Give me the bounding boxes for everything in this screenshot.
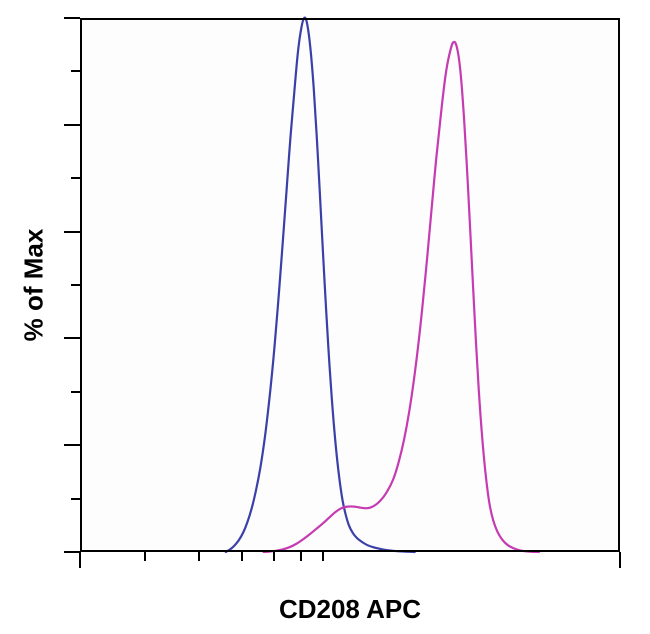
y-tick-major [64, 231, 80, 233]
y-tick-minor [71, 177, 80, 179]
y-tick-major [64, 124, 80, 126]
x-axis-label: CD208 APC [279, 594, 421, 625]
y-tick-major [64, 551, 80, 553]
x-tick-major [619, 552, 621, 568]
x-tick-minor [241, 552, 243, 561]
histogram-curves [80, 18, 620, 552]
series-control [226, 18, 415, 552]
x-tick-major [79, 552, 81, 568]
x-tick-minor [300, 552, 302, 561]
y-tick-minor [71, 498, 80, 500]
y-axis-label: % of Max [19, 229, 50, 342]
y-tick-major [64, 444, 80, 446]
y-tick-minor [71, 70, 80, 72]
x-tick-minor [198, 552, 200, 561]
x-tick-minor [273, 552, 275, 561]
y-tick-major [64, 17, 80, 19]
x-tick-minor [322, 552, 324, 561]
x-tick-minor [144, 552, 146, 561]
plot-area [80, 18, 620, 552]
series-stained [264, 42, 539, 552]
y-tick-minor [71, 391, 80, 393]
y-tick-minor [71, 284, 80, 286]
y-tick-major [64, 337, 80, 339]
chart-root: % of Max CD208 APC [0, 0, 650, 634]
